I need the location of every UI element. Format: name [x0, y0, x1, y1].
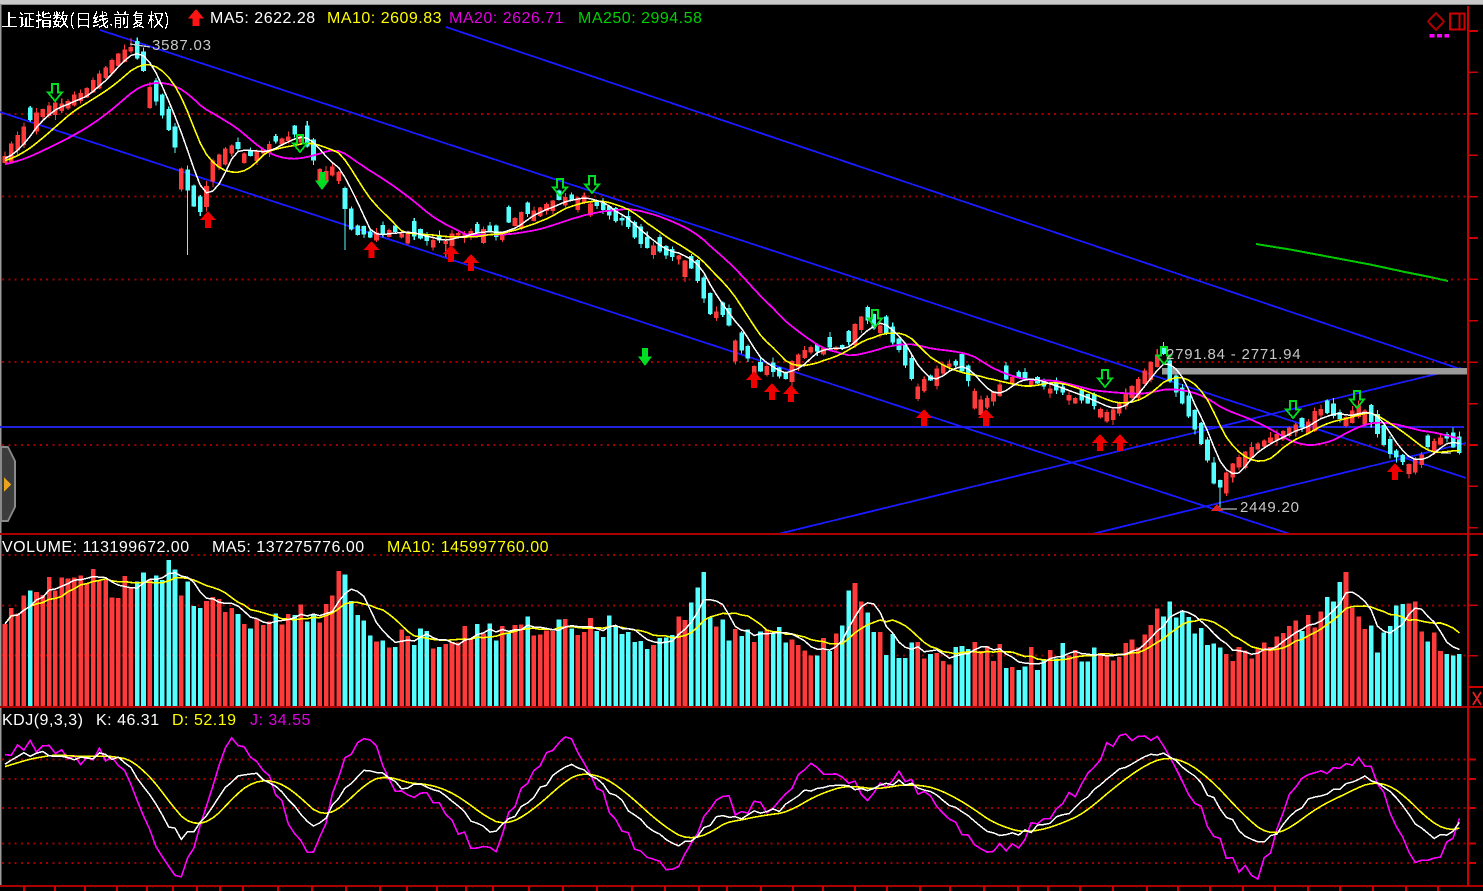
- svg-text:MA5: 137275776.00: MA5: 137275776.00: [212, 539, 365, 556]
- svg-text:KDJ(9,3,3): KDJ(9,3,3): [2, 712, 83, 729]
- svg-text:MA10: 2609.83: MA10: 2609.83: [327, 10, 442, 27]
- svg-text:MA10: 145997760.00: MA10: 145997760.00: [387, 539, 549, 556]
- svg-text:2449.20: 2449.20: [1240, 499, 1300, 516]
- svg-text:2791.84 - 2771.94: 2791.84 - 2771.94: [1166, 346, 1301, 363]
- svg-text:MA5: 2622.28: MA5: 2622.28: [210, 10, 316, 27]
- svg-text:VOLUME: 113199672.00: VOLUME: 113199672.00: [2, 539, 190, 556]
- svg-text:K: 46.31: K: 46.31: [96, 712, 160, 729]
- svg-text:J: 34.55: J: 34.55: [250, 712, 311, 729]
- svg-text:3587.03: 3587.03: [152, 37, 212, 54]
- svg-text:D: 52.19: D: 52.19: [172, 712, 236, 729]
- svg-text:MA250: 2994.58: MA250: 2994.58: [578, 10, 702, 27]
- svg-text:MA20: 2626.71: MA20: 2626.71: [449, 10, 564, 27]
